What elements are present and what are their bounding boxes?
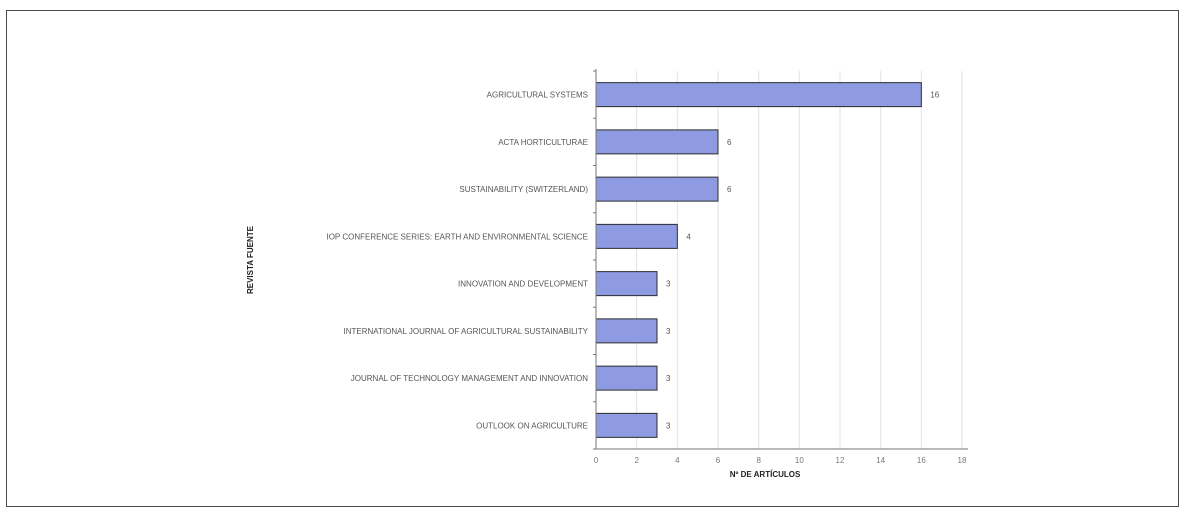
bars (595, 82, 922, 438)
x-tick-label: 12 (836, 456, 845, 465)
data-label: 3 (666, 327, 671, 336)
bar (595, 129, 719, 155)
x-tick-label: 6 (716, 456, 721, 465)
bar (595, 412, 658, 438)
bar (595, 318, 658, 344)
bar (595, 176, 719, 202)
x-tick-label: 10 (795, 456, 804, 465)
category-label: INNOVATION AND DEVELOPMENT (458, 280, 588, 289)
axes (595, 69, 968, 450)
x-axis-label: Nº DE ARTÍCULOS (730, 470, 801, 479)
category-label: ACTA HORTICULTURAE (498, 138, 588, 147)
x-tick-label: 18 (958, 456, 967, 465)
category-label: JOURNAL OF TECHNOLOGY MANAGEMENT AND INN… (351, 374, 588, 383)
data-label: 6 (727, 185, 732, 194)
x-tick-label: 2 (634, 456, 639, 465)
value-labels: 16 6 6 4 3 3 3 3 (666, 91, 940, 431)
x-tick-labels: 0 2 4 6 8 10 12 14 16 18 (594, 456, 967, 465)
category-label: IOP CONFERENCE SERIES: EARTH AND ENVIRON… (326, 232, 588, 241)
x-tick-label: 4 (675, 456, 680, 465)
bar (595, 365, 658, 391)
category-label: INTERNATIONAL JOURNAL OF AGRICULTURAL SU… (344, 327, 589, 336)
bar (595, 271, 658, 297)
x-tick-label: 0 (594, 456, 599, 465)
x-tick-label: 14 (876, 456, 885, 465)
data-label: 3 (666, 374, 671, 383)
x-tick-label: 16 (917, 456, 926, 465)
figure-frame: AGRICULTURAL SYSTEMS ACTA HORTICULTURAE SU… (6, 10, 1179, 507)
category-labels: AGRICULTURAL SYSTEMS ACTA HORTICULTURAE SU… (326, 91, 588, 431)
data-label: 16 (930, 91, 939, 100)
data-label: 3 (666, 280, 671, 289)
category-label: SUSTAINABILITY (SWITZERLAND) (459, 185, 588, 194)
bar-chart: AGRICULTURAL SYSTEMS ACTA HORTICULTURAE SU… (246, 69, 968, 479)
bar (595, 82, 922, 108)
x-tick-label: 8 (756, 456, 761, 465)
grid-lines (593, 70, 963, 450)
y-axis-label: REVISTA FUENTE (246, 225, 255, 294)
data-label: 4 (686, 232, 691, 241)
data-label: 6 (727, 138, 732, 147)
category-label: OUTLOOK ON AGRICULTURE (476, 421, 588, 430)
bar (595, 223, 678, 249)
data-label: 3 (666, 421, 671, 430)
category-label: AGRICULTURAL SYSTEMS (487, 91, 588, 100)
